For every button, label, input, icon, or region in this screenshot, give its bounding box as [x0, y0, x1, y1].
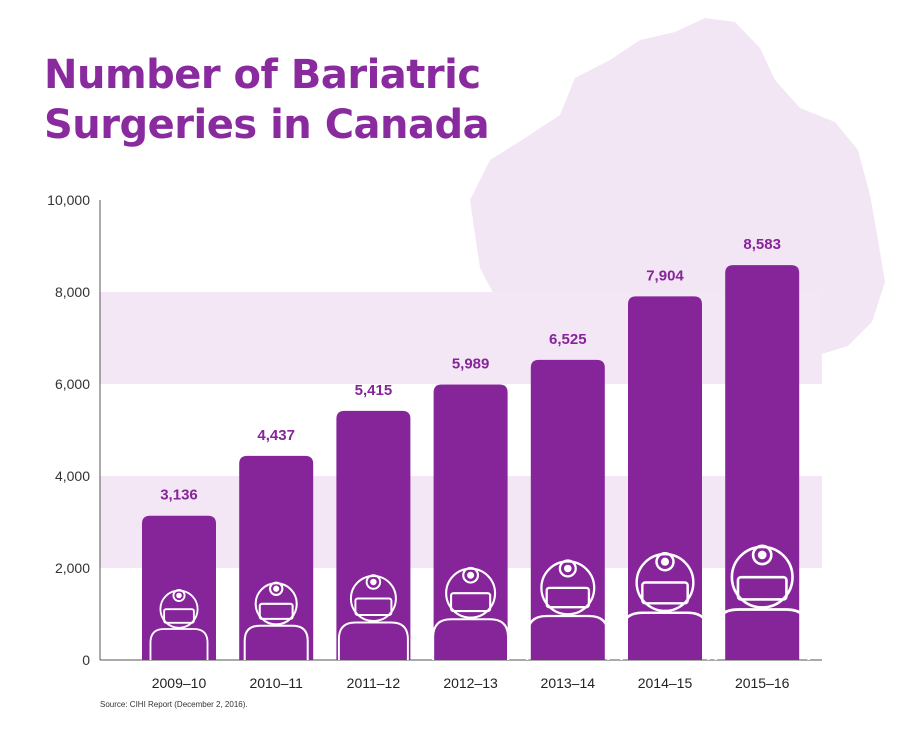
value-label: 5,989: [452, 356, 490, 373]
surgeon-mask: [163, 608, 195, 624]
surgeon-lamp-dot: [660, 557, 670, 566]
surgeon-mask: [449, 592, 492, 613]
surgeon-icon: [620, 551, 710, 660]
surgeon-body: [714, 608, 810, 660]
surgeon-body: [526, 614, 610, 660]
x-tick-label: 2011–12: [347, 675, 401, 691]
y-tick-label: 0: [82, 652, 90, 668]
surgeon-lamp-dot: [273, 585, 280, 592]
surgeon-mask: [354, 597, 393, 616]
surgeon-mask: [641, 581, 689, 605]
surgeon-icon: [243, 581, 309, 660]
surgeon-head-lamp: [462, 566, 479, 584]
surgeon-icon: [526, 559, 610, 660]
bar: [725, 265, 800, 660]
bars: 3,136 2009–10 4,437 2010–11 5,415 2011–12 5,98…: [142, 236, 810, 691]
y-tick-label: 6,000: [55, 376, 90, 392]
bar: [142, 515, 216, 660]
surgeon-lamp-dot: [370, 578, 377, 586]
surgeon-body: [149, 628, 209, 660]
surgeon-head-lamp: [558, 559, 577, 578]
surgeon-head-lamp: [172, 589, 186, 603]
source-note: Source: CIHI Report (December 2, 2016).: [100, 700, 248, 709]
surgeon-mask: [736, 575, 788, 601]
surgeon-mask: [258, 602, 294, 620]
bar: [239, 455, 314, 660]
surgeon-icon: [149, 589, 209, 660]
surgeon-icon: [714, 544, 810, 660]
value-label: 3,136: [160, 487, 198, 504]
surgeon-icon: [337, 574, 409, 660]
surgeon-lamp-dot: [176, 592, 182, 599]
surgeon-head-lamp: [751, 544, 773, 566]
bar: [433, 384, 508, 660]
bar: [628, 296, 702, 660]
surgeon-head-lamp: [269, 581, 284, 596]
surgeon-head-lamp: [655, 551, 675, 572]
surgeon-mask: [545, 586, 591, 609]
surgeon-body: [620, 611, 710, 660]
surgeon-lamp-dot: [564, 564, 572, 573]
value-label: 7,904: [646, 267, 684, 284]
value-label: 5,415: [355, 382, 393, 399]
surgeon-body: [243, 624, 309, 660]
surgeon-body: [337, 621, 409, 660]
x-tick-label: 2009–10: [152, 675, 207, 691]
x-tick-label: 2012–13: [443, 675, 498, 691]
surgeon-lamp-dot: [467, 571, 475, 579]
value-label: 8,583: [743, 236, 781, 253]
y-tick-label: 8,000: [55, 284, 90, 300]
x-tick-label: 2014–15: [638, 675, 693, 691]
title-line-2: Surgeries in Canada: [44, 102, 490, 148]
x-tick-label: 2015–16: [735, 675, 790, 691]
axes: 0 2,000 4,000 6,000 8,000 10,000: [47, 192, 822, 668]
x-tick-label: 2013–14: [541, 675, 596, 691]
x-tick-label: 2010–11: [249, 675, 303, 691]
y-tick-label: 2,000: [55, 560, 90, 576]
surgeon-icon: [432, 566, 510, 660]
surgeon-lamp-dot: [757, 550, 767, 560]
surgeon-body: [432, 618, 510, 660]
y-tick-label: 4,000: [55, 468, 90, 484]
title-line-1: Number of Bariatric: [44, 52, 481, 98]
bar: [530, 359, 605, 660]
y-tick-label: 10,000: [47, 192, 90, 208]
chart-title: Number of Bariatric Surgeries in Canada: [44, 50, 490, 150]
value-label: 4,437: [257, 427, 295, 444]
surgeon-head-lamp: [365, 574, 382, 590]
value-label: 6,525: [549, 331, 587, 348]
bar: [336, 410, 411, 660]
